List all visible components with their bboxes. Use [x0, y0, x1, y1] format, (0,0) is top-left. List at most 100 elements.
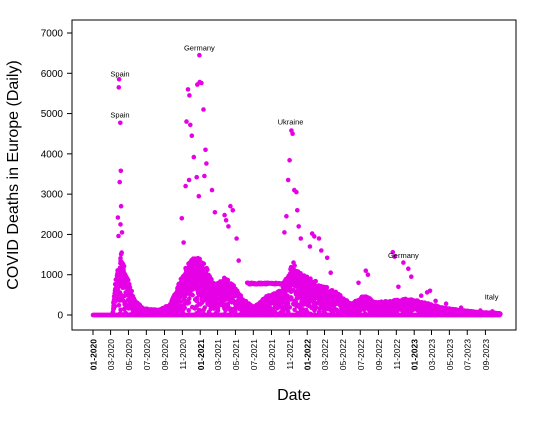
data-point: [186, 300, 192, 306]
data-point: [228, 203, 233, 209]
x-tick-label: 09-2021: [267, 339, 277, 370]
y-tick-label: 0: [57, 311, 63, 322]
x-tick-label: 01-2021: [196, 339, 206, 370]
x-tick-label: 07-2020: [142, 339, 152, 370]
data-point: [121, 263, 127, 269]
data-point: [292, 307, 297, 313]
annotation-label: Ukraine: [278, 118, 304, 127]
data-point: [202, 173, 207, 179]
y-tick-label: 6000: [41, 69, 64, 80]
data-point: [284, 214, 289, 219]
data-point: [187, 93, 192, 98]
data-point: [189, 133, 195, 138]
data-point: [190, 292, 195, 298]
x-tick-label: 11-2022: [392, 339, 402, 370]
data-point: [116, 303, 122, 308]
x-tick-label: 01-2023: [410, 339, 420, 370]
x-tick-label: 03-2023: [427, 339, 437, 370]
data-point: [226, 224, 231, 229]
data-point: [118, 120, 123, 126]
data-point: [307, 244, 313, 249]
data-point: [112, 303, 118, 309]
x-tick-label: 09-2023: [481, 339, 491, 370]
x-tick-label: 05-2021: [231, 339, 241, 370]
data-point: [191, 154, 197, 160]
x-tick-label: 07-2023: [463, 339, 473, 370]
data-point: [324, 255, 330, 261]
data-point: [234, 236, 239, 241]
x-tick-label: 09-2022: [374, 339, 384, 370]
x-tick-label: 07-2021: [249, 339, 259, 370]
data-point: [230, 208, 236, 213]
data-point: [365, 272, 371, 278]
data-point: [287, 158, 292, 163]
data-point: [285, 301, 291, 306]
data-point: [201, 261, 207, 267]
x-tick-label: 11-2021: [285, 339, 295, 370]
x-tick-label: 11-2020: [178, 339, 188, 370]
data-point: [115, 215, 121, 220]
y-axis-label: COVID Deaths in Europe (Daily): [5, 60, 22, 289]
data-point: [182, 305, 187, 311]
data-point: [127, 285, 133, 290]
data-point: [178, 299, 184, 305]
data-point: [289, 295, 294, 301]
x-tick-label: 03-2022: [320, 339, 330, 370]
x-tick-label: 03-2021: [213, 339, 223, 370]
data-point: [184, 119, 189, 124]
data-point: [181, 240, 186, 245]
data-point: [356, 280, 361, 286]
data-point: [478, 308, 483, 313]
data-point: [406, 266, 411, 272]
data-point: [196, 193, 202, 199]
y-tick-label: 7000: [41, 29, 64, 40]
data-point: [201, 107, 206, 112]
data-point: [125, 277, 131, 283]
data-point: [409, 274, 414, 280]
data-point: [115, 286, 120, 292]
data-point: [118, 255, 123, 261]
data-point: [118, 307, 123, 313]
data-point: [204, 161, 209, 166]
data-point: [292, 263, 297, 268]
data-point: [186, 308, 191, 313]
data-point: [197, 256, 202, 262]
data-point: [222, 298, 228, 303]
data-point: [225, 277, 231, 283]
data-point: [202, 305, 207, 310]
marks-layer: [90, 52, 503, 318]
data-point: [313, 278, 319, 284]
data-point: [234, 288, 240, 294]
data-point: [458, 305, 464, 311]
data-point: [223, 218, 229, 223]
data-point: [195, 82, 200, 87]
data-point: [316, 236, 322, 241]
annotation-label: Spain: [110, 110, 129, 119]
data-point: [294, 189, 299, 195]
annotation-label: Spain: [110, 69, 129, 78]
annotation-label: Germany: [184, 44, 215, 53]
y-tick-label: 1000: [41, 270, 64, 281]
x-tick-label: 05-2020: [124, 339, 134, 370]
data-point: [290, 131, 295, 136]
data-point: [185, 87, 191, 92]
data-point: [199, 80, 204, 86]
data-point: [188, 122, 193, 128]
data-point: [222, 212, 227, 218]
data-point: [313, 305, 319, 310]
y-tick-label: 3000: [41, 190, 64, 201]
data-point: [285, 177, 291, 183]
data-point: [187, 296, 192, 301]
data-point: [118, 203, 124, 209]
y-tick-label: 4000: [41, 149, 64, 160]
data-point: [490, 309, 495, 314]
y-tick-label: 2000: [41, 230, 64, 241]
data-point: [298, 236, 304, 241]
data-point: [129, 288, 134, 294]
data-point: [295, 208, 300, 213]
data-point: [117, 179, 122, 185]
data-point: [328, 270, 334, 276]
data-point: [215, 305, 221, 311]
